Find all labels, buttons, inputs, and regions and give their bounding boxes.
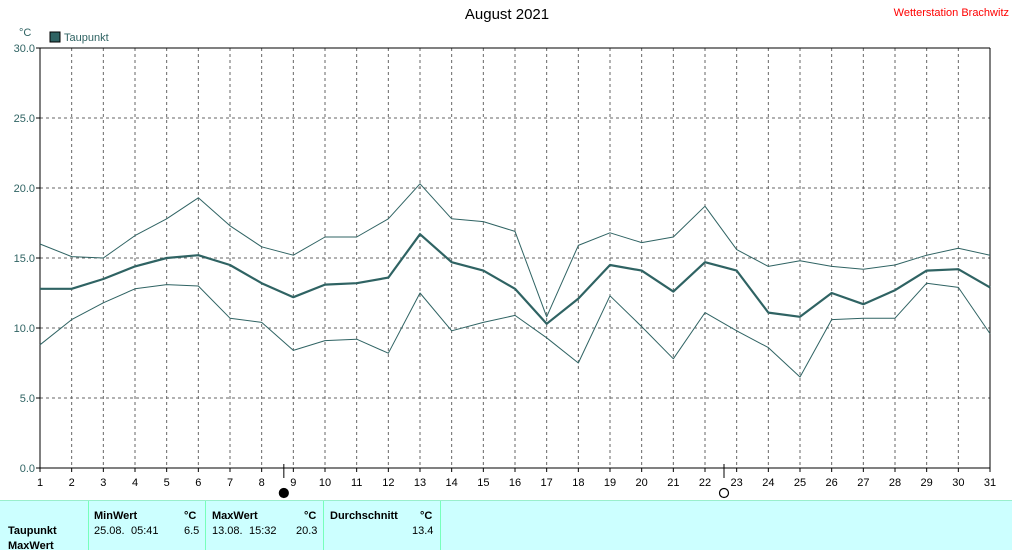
- stats-table: Taupunkt MaxWert MinWert °C 25.08. 05:41…: [0, 500, 1012, 552]
- stats-max-cell: MaxWert °C 13.08. 15:32 20.3: [206, 501, 324, 550]
- x-tick-label: 17: [541, 477, 553, 489]
- grid: [40, 48, 990, 468]
- x-tick-label: 3: [100, 477, 106, 489]
- axes: [36, 47, 991, 472]
- x-tick-label: 31: [984, 477, 996, 489]
- y-tick-label: 5.0: [20, 393, 35, 405]
- min-unit: °C: [184, 510, 197, 522]
- x-tick-label: 15: [477, 477, 489, 489]
- x-tick-label: 27: [857, 477, 869, 489]
- max-unit: °C: [304, 510, 317, 522]
- x-tick-label: 9: [290, 477, 296, 489]
- x-tick-label: 13: [414, 477, 426, 489]
- series-line-mean: [40, 233, 991, 325]
- moon-markers: [278, 464, 730, 499]
- max-value: 20.3: [296, 525, 318, 537]
- y-tick-label: 15.0: [14, 253, 35, 265]
- series-lines: [39, 183, 991, 378]
- x-tick-label: 10: [319, 477, 331, 489]
- avg-unit: °C: [420, 510, 433, 522]
- min-time: 05:41: [131, 525, 159, 537]
- chart-title: August 2021: [464, 6, 550, 23]
- max-time: 15:32: [249, 525, 277, 537]
- stats-min-cell: MinWert °C 25.08. 05:41 6.5: [89, 501, 206, 550]
- stats-row-label: Taupunkt: [8, 525, 57, 537]
- x-tick-label: 8: [259, 477, 265, 489]
- new-moon-icon: [718, 487, 730, 499]
- x-tick-label: 5: [164, 477, 170, 489]
- y-tick-label: 25.0: [14, 113, 35, 125]
- x-tick-label: 1: [37, 477, 43, 489]
- legend: Taupunkt: [49, 31, 109, 44]
- min-value: 6.5: [184, 525, 200, 537]
- x-tick-label: 25: [794, 477, 806, 489]
- x-tick-label: 12: [382, 477, 394, 489]
- x-tick-label: 26: [826, 477, 838, 489]
- avg-value: 13.4: [412, 525, 434, 537]
- y-tick-label: 20.0: [14, 183, 35, 195]
- x-tick-label: 19: [604, 477, 616, 489]
- tick-labels: 1 2 3 4 5 6 7 8 9 10 11 12 13 14 15 16 17 18 19 20 21 22 23 24 2…: [14, 43, 997, 489]
- x-tick-label: 23: [731, 477, 743, 489]
- x-tick-label: 29: [921, 477, 933, 489]
- x-tick-label: 22: [699, 477, 711, 489]
- y-tick-label: 30.0: [14, 43, 35, 55]
- x-tick-label: 18: [572, 477, 584, 489]
- x-tick-label: 16: [509, 477, 521, 489]
- x-tick-label: 21: [667, 477, 679, 489]
- stats-label-cell: Taupunkt MaxWert: [0, 501, 89, 552]
- x-tick-label: 30: [952, 477, 964, 489]
- stats-row-label-2: MaxWert: [8, 540, 54, 552]
- avg-header: Durchschnitt: [330, 510, 398, 522]
- x-tick-label: 20: [636, 477, 648, 489]
- max-date: 13.08.: [212, 525, 243, 537]
- x-tick-label: 6: [195, 477, 201, 489]
- y-unit-label: °C: [19, 27, 31, 39]
- series-line-max: [39, 183, 991, 318]
- stats-avg-cell: Durchschnitt °C 13.4: [324, 501, 441, 550]
- min-date: 25.08.: [94, 525, 125, 537]
- max-header: MaxWert: [212, 510, 258, 522]
- y-tick-label: 10.0: [14, 323, 35, 335]
- x-tick-label: 2: [69, 477, 75, 489]
- y-tick-label: 0.0: [20, 463, 35, 475]
- x-tick-label: 24: [762, 477, 774, 489]
- x-tick-label: 4: [132, 477, 138, 489]
- min-header: MinWert: [94, 510, 138, 522]
- x-tick-label: 14: [446, 477, 458, 489]
- series-line-min: [39, 282, 991, 378]
- x-tick-label: 7: [227, 477, 233, 489]
- legend-swatch: [49, 31, 61, 43]
- full-moon-icon: [278, 487, 289, 499]
- x-tick-label: 28: [889, 477, 901, 489]
- x-tick-label: 11: [351, 477, 362, 489]
- station-name: Wetterstation Brachwitz: [893, 7, 1009, 19]
- legend-label: Taupunkt: [64, 32, 109, 44]
- dewpoint-chart: 1 2 3 4 5 6 7 8 9 10 11 12 13 14 15 16 17 18 19 20 21 22 23 24 2…: [14, 27, 997, 499]
